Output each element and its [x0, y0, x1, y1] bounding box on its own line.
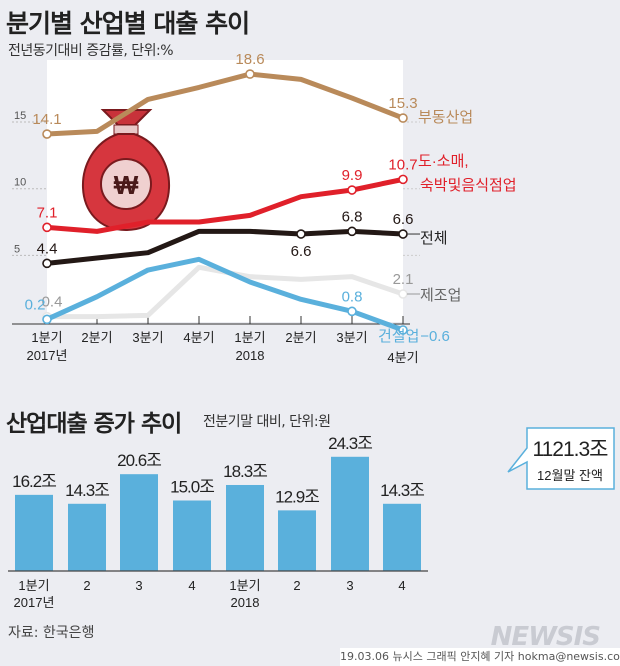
data-label: −0.6 — [420, 328, 450, 345]
data-label: 0.2 — [25, 296, 46, 313]
bar-value-label: 18.3조 — [223, 462, 267, 481]
callout-value: 1121.3조 — [533, 438, 609, 461]
bar-value-label: 14.3조 — [65, 481, 109, 500]
year-label: 2017년 — [27, 348, 68, 363]
data-point — [42, 129, 52, 139]
bar — [383, 503, 421, 571]
data-point — [398, 325, 408, 335]
data-point — [347, 185, 357, 195]
data-label: 9.9 — [342, 167, 363, 184]
bar — [278, 510, 316, 571]
data-point — [42, 314, 52, 325]
callout-label: 12월말 잔액 — [537, 468, 603, 483]
bar-value-label: 12.9조 — [275, 487, 319, 506]
data-label: 6.8 — [342, 208, 363, 225]
data-point — [398, 289, 408, 299]
bar-category-label: 2 — [83, 578, 90, 593]
bar-category-label: 4 — [188, 578, 195, 593]
bar-category-label: 3 — [346, 578, 353, 593]
line-chart-subtitle: 전년동기대비 증감률, 단위:% — [8, 43, 174, 59]
data-point — [347, 306, 357, 317]
bar-value-label: 20.6조 — [117, 451, 161, 470]
x-tick-label: 1분기 — [31, 330, 62, 345]
series-name-label: 숙박및음식점업 — [420, 177, 517, 194]
x-tick-label: 4분기 — [387, 350, 418, 365]
newsis-logo: NEWSIS — [490, 622, 601, 652]
data-label: 18.6 — [235, 51, 264, 68]
data-label: 6.6 — [291, 243, 312, 260]
bar-value-label: 14.3조 — [380, 481, 424, 500]
data-label: 15.3 — [388, 95, 417, 112]
bar — [173, 500, 211, 571]
series-name-label: 제조업 — [420, 287, 461, 304]
data-point — [42, 222, 52, 233]
series-name-label: 전체 — [420, 230, 448, 247]
bar-category-label: 1분기 — [229, 578, 260, 593]
data-label: 2.1 — [393, 271, 414, 288]
series-line-건설업 — [45, 256, 404, 333]
bar — [120, 474, 158, 571]
data-point — [398, 174, 408, 185]
data-point — [398, 113, 408, 123]
data-label: 0.4 — [42, 294, 63, 311]
data-point — [398, 229, 408, 239]
data-point — [347, 226, 357, 237]
credit-line: 19.03.06 뉴시스 그래픽 안지혜 기자 hokma@newsis.com — [340, 648, 620, 666]
data-label: 10.7 — [388, 156, 417, 173]
bar-category-label: 3 — [135, 578, 142, 593]
series-name-label: 도·소매, — [418, 153, 469, 170]
bar — [68, 503, 106, 571]
bar-value-label: 24.3조 — [328, 434, 372, 453]
bar — [15, 494, 53, 571]
data-label: 14.1 — [32, 111, 61, 128]
data-point — [245, 69, 255, 79]
bar — [331, 456, 369, 571]
data-point — [42, 258, 52, 269]
series-name-label: 부동산업 — [418, 109, 473, 126]
y-tick-label: 15 — [14, 110, 26, 122]
bar-chart-title: 산업대출 증가 추이 — [6, 411, 182, 437]
line-chart-title: 분기별 산업별 대출 추이 — [6, 9, 250, 38]
x-tick-label: 2분기 — [81, 330, 112, 345]
won-symbol: ₩ — [114, 170, 139, 200]
bar-category-label: 1분기 — [18, 578, 49, 593]
x-tick-label: 1분기 — [234, 330, 265, 345]
x-tick-label: 4분기 — [183, 330, 214, 345]
data-label: 7.1 — [37, 204, 58, 221]
callout-box — [507, 427, 615, 490]
bar-category-label: 2 — [293, 578, 300, 593]
bar-value-label: 16.2조 — [12, 472, 56, 491]
series-line-전체 — [46, 228, 404, 266]
y-tick-label: 5 — [14, 243, 20, 255]
year-label: 2018 — [236, 348, 265, 363]
data-label: 0.8 — [342, 288, 363, 305]
data-label: 6.6 — [393, 211, 414, 228]
series-line-부동산업 — [46, 71, 404, 137]
year-label: 2018 — [231, 595, 260, 610]
x-tick-label: 3분기 — [132, 330, 163, 345]
x-tick-label: 2분기 — [285, 330, 316, 345]
bar-category-label: 4 — [398, 578, 405, 593]
bag-coin — [100, 158, 152, 210]
y-tick-label: 10 — [14, 177, 26, 189]
data-point — [296, 229, 306, 239]
bar-value-label: 15.0조 — [170, 478, 214, 497]
series-name-label: 건설업 — [378, 328, 419, 345]
year-label: 2017년 — [14, 595, 55, 610]
data-label: 4.4 — [37, 240, 58, 257]
bar-chart-subtitle: 전분기말 대비, 단위:원 — [203, 414, 331, 430]
source-note: 자료: 한국은행 — [8, 625, 95, 641]
x-tick-label: 3분기 — [336, 330, 367, 345]
bar — [226, 484, 264, 571]
bag-tie — [113, 124, 139, 135]
series-line-도·소매, — [46, 176, 404, 234]
